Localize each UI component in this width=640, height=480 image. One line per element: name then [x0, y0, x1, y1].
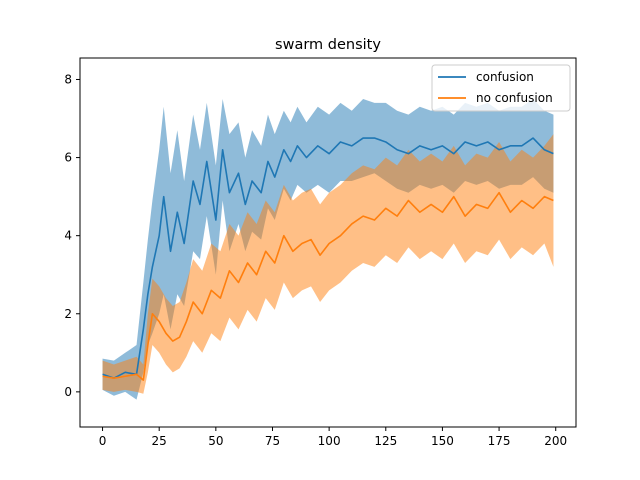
x-tick-label: 150: [431, 434, 454, 448]
confidence-bands: [102, 99, 554, 400]
legend-label-no-confusion: no confusion: [476, 91, 553, 105]
x-tick-label: 0: [99, 434, 107, 448]
x-tick-label: 200: [544, 434, 567, 448]
series-line-no-confusion: [102, 191, 554, 381]
legend: confusion no confusion: [431, 64, 571, 112]
x-tick-label: 75: [265, 434, 280, 448]
legend-box: [431, 64, 571, 112]
plot-frame: [79, 57, 577, 428]
y-tick-label: 0: [64, 385, 72, 399]
series-line-confusion: [102, 137, 554, 379]
y-tick-label: 4: [64, 229, 72, 243]
axes: 0 25 50 75 100 125 150 175 200 0 2 4 6 8: [64, 57, 577, 448]
chart-title: swarm density: [275, 37, 381, 53]
legend-label-confusion: confusion: [476, 70, 534, 84]
series-lines: [102, 137, 554, 381]
y-tick-label: 6: [64, 151, 72, 165]
y-tick-label: 8: [64, 72, 72, 86]
x-tick-label: 175: [488, 434, 511, 448]
x-tick-label: 25: [152, 434, 167, 448]
x-tick-label: 125: [374, 434, 397, 448]
band-no-confusion: [102, 134, 554, 394]
chart-title-group: swarm density: [275, 37, 381, 53]
x-tick-label: 100: [318, 434, 341, 448]
y-tick-label: 2: [64, 307, 72, 321]
x-tick-label: 50: [208, 434, 223, 448]
